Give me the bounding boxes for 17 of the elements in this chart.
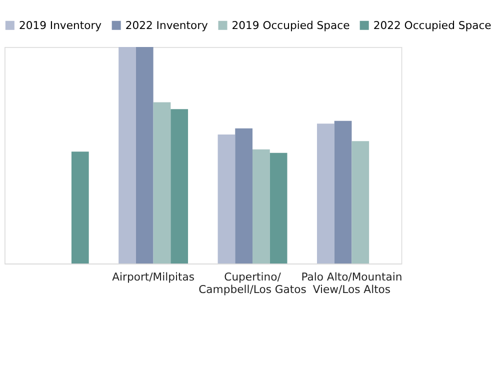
bar [218, 134, 236, 264]
x-tick-label: Airport/Milpitas [112, 270, 195, 284]
bar [334, 120, 352, 264]
bar [252, 149, 270, 264]
legend-label: 2019 Inventory [18, 18, 102, 32]
bar [352, 141, 370, 264]
bar [170, 109, 188, 264]
bar [316, 124, 334, 264]
legend-label: 2019 Occupied Space [232, 18, 350, 32]
bar [71, 152, 89, 264]
bar [270, 152, 288, 264]
bar [118, 47, 136, 264]
bar [136, 47, 154, 264]
bar [235, 128, 253, 264]
legend-label: 2022 Occupied Space [373, 18, 492, 32]
bar [153, 102, 171, 264]
legend-label: 2022 Inventory [125, 18, 209, 32]
